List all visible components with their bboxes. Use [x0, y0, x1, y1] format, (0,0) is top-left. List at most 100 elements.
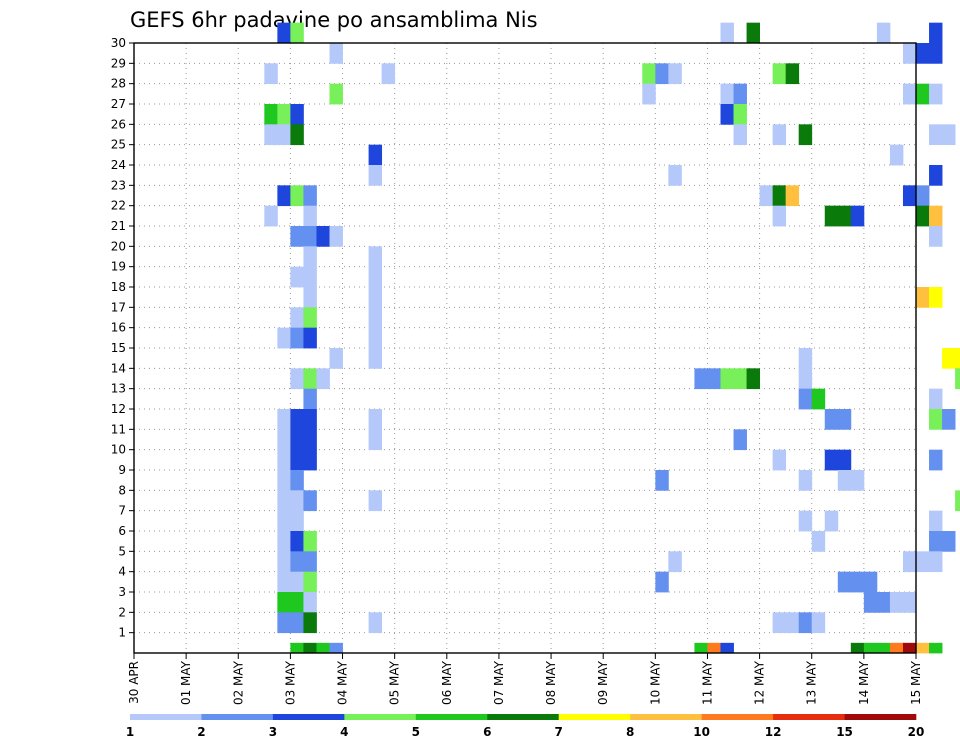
colorbar-label: 20	[908, 725, 925, 739]
heatmap-cell	[850, 642, 865, 654]
heatmap-cell	[381, 63, 396, 85]
heatmap-cell	[824, 205, 839, 227]
heatmap-cell	[798, 510, 813, 532]
heatmap-cell	[720, 83, 734, 105]
heatmap-cell	[290, 266, 304, 288]
heatmap-cell	[772, 124, 787, 146]
y-tick-label: 11	[111, 422, 126, 436]
heatmap-cell	[290, 185, 304, 207]
heatmap-cell	[916, 43, 930, 64]
heatmap-cell	[772, 612, 787, 634]
colorbar: 1 2 3 4 5 6 7 8 10 12 15 20	[126, 714, 925, 739]
heatmap-cell	[785, 612, 800, 634]
x-axis: 30 APR 01 MAY 02 MAY 03 MAY 04 MAY 05 MAY 06 M…	[127, 653, 923, 705]
heatmap-cell	[929, 449, 943, 471]
heatmap-cell	[303, 592, 317, 613]
heatmap-cell	[916, 185, 930, 207]
heatmap-cell	[655, 470, 669, 491]
x-tick-label: 12 MAY	[753, 660, 767, 705]
heatmap-cell	[733, 368, 747, 390]
heatmap-cell	[329, 642, 343, 654]
heatmap-cell	[368, 490, 383, 512]
heatmap-cell	[368, 307, 383, 329]
heatmap-cell	[303, 246, 317, 268]
heatmap-cell	[303, 368, 317, 390]
heatmap-cell	[733, 429, 747, 451]
heatmap-cell	[720, 22, 734, 44]
y-tick-label: 9	[118, 463, 126, 477]
heatmap-cell	[798, 470, 813, 491]
heatmap-cell	[290, 470, 304, 491]
colorbar-label: 4	[340, 725, 348, 739]
y-tick-label: 2	[118, 605, 126, 619]
heatmap-cell	[942, 531, 956, 552]
heatmap-cell	[694, 642, 708, 654]
heatmap-cell	[655, 63, 669, 85]
heatmap-cell	[955, 348, 960, 369]
heatmap-cell	[929, 22, 943, 44]
y-tick-label: 29	[111, 56, 126, 70]
heatmap-cell	[863, 571, 878, 593]
heatmap-cell	[277, 592, 291, 613]
heatmap-cell	[929, 510, 943, 532]
colorbar-swatch	[630, 714, 702, 720]
heatmap-cell	[850, 571, 865, 593]
heatmap-cell	[668, 63, 682, 85]
heatmap-cell	[329, 43, 343, 64]
y-tick-label: 24	[111, 158, 126, 172]
heatmap-cell	[785, 185, 800, 207]
heatmap-cell	[303, 612, 317, 634]
heatmap-cell	[876, 642, 891, 654]
colorbar-label: 7	[555, 725, 563, 739]
heatmap-cell	[303, 642, 317, 654]
heatmap-cell	[290, 429, 304, 451]
y-tick-label: 17	[111, 300, 126, 314]
heatmap-cell	[303, 388, 317, 410]
y-tick-label: 1	[118, 626, 126, 640]
x-tick-label: 06 MAY	[440, 660, 454, 705]
colorbar-label: 1	[126, 725, 134, 739]
heatmap-cell	[746, 368, 760, 390]
heatmap-cell	[264, 63, 278, 85]
heatmap-cell	[902, 592, 917, 613]
heatmap-cell	[772, 449, 787, 471]
heatmap-cell	[837, 449, 852, 471]
heatmap-cell	[876, 592, 891, 613]
heatmap-cell	[916, 205, 930, 227]
heatmap-cell	[264, 124, 278, 146]
heatmap-cell	[759, 185, 774, 207]
heatmap-cell	[942, 124, 956, 146]
heatmap-cell	[290, 449, 304, 471]
heatmap-cell	[303, 551, 317, 573]
x-tick-label: 13 MAY	[805, 660, 819, 705]
colorbar-label: 2	[197, 725, 205, 739]
heatmap-cell	[329, 348, 343, 369]
heatmap-cell	[368, 266, 383, 288]
heatmap-cell	[863, 642, 878, 654]
y-tick-label: 19	[111, 260, 126, 274]
heatmap-cell	[277, 327, 291, 349]
colorbar-swatch	[701, 714, 774, 720]
heatmap-cell	[902, 551, 917, 573]
y-tick-label: 20	[111, 239, 126, 253]
heatmap-cell	[290, 531, 304, 552]
heatmap-cell	[368, 409, 383, 430]
heatmap-cell	[929, 409, 943, 430]
heatmap-cell	[707, 642, 721, 654]
heatmap-cell	[368, 287, 383, 308]
heatmap-cell	[290, 642, 304, 654]
heatmap-cell	[889, 592, 904, 613]
heatmap-cell	[277, 22, 291, 44]
heatmap-cell	[290, 490, 304, 512]
heatmap-cell	[290, 592, 304, 613]
colorbar-swatch	[201, 714, 274, 720]
heatmap-cell	[863, 592, 878, 613]
heatmap-cell	[290, 571, 304, 593]
x-tick-label: 04 MAY	[336, 660, 350, 705]
x-tick-label: 09 MAY	[596, 660, 610, 705]
x-tick-label: 11 MAY	[700, 660, 714, 705]
heatmap-cell	[929, 388, 943, 410]
heatmap-cell	[798, 368, 813, 390]
heatmap-cell	[902, 43, 917, 64]
